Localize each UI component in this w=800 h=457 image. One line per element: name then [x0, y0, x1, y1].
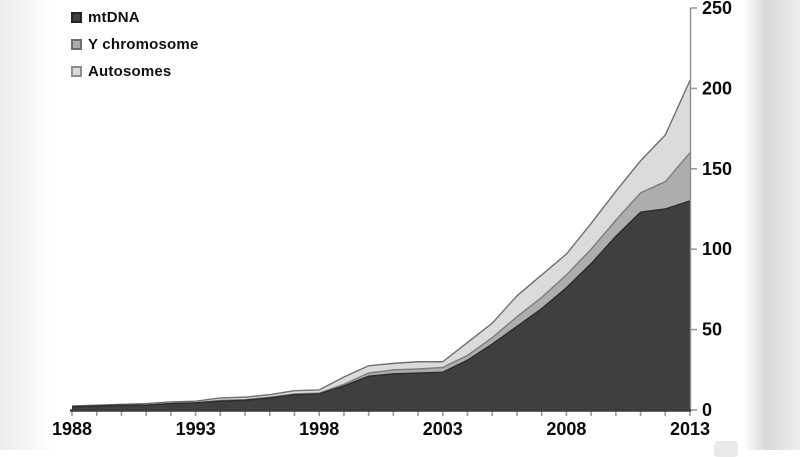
legend-label-y-chromosome: Y chromosome	[88, 36, 199, 53]
y-tick-label: 100	[702, 239, 732, 259]
legend-label-mtdna: mtDNA	[88, 9, 140, 26]
legend-swatch-y-chromosome	[71, 39, 82, 50]
x-tick-label: 2003	[423, 419, 463, 439]
y-tick-label: 250	[702, 0, 732, 18]
area-edge-mtdna	[71, 200, 691, 408]
legend-item-y-chromosome: Y chromosome	[71, 31, 199, 58]
x-tick-label: 1998	[299, 419, 339, 439]
legend-item-autosomes: Autosomes	[71, 58, 199, 85]
legend: mtDNA Y chromosome Autosomes	[71, 4, 199, 85]
x-tick-label: 1993	[176, 419, 216, 439]
area-mtdna	[72, 200, 690, 410]
x-tick-label: 2013	[670, 419, 710, 439]
x-tick-label: 1988	[52, 419, 92, 439]
y-tick-label: 0	[702, 400, 712, 420]
legend-swatch-autosomes	[71, 66, 82, 77]
background-gradient-left	[0, 0, 57, 450]
background-gradient-right	[745, 0, 800, 450]
legend-label-autosomes: Autosomes	[88, 63, 172, 80]
legend-item-mtdna: mtDNA	[71, 4, 199, 31]
area-edge-autosomes	[71, 80, 691, 407]
x-tick-label: 2008	[546, 419, 586, 439]
y-tick-label: 50	[702, 320, 722, 340]
corner-widget	[714, 441, 738, 457]
y-tick-label: 200	[702, 78, 732, 98]
y-tick-label: 150	[702, 159, 732, 179]
legend-swatch-mtdna	[71, 12, 82, 23]
